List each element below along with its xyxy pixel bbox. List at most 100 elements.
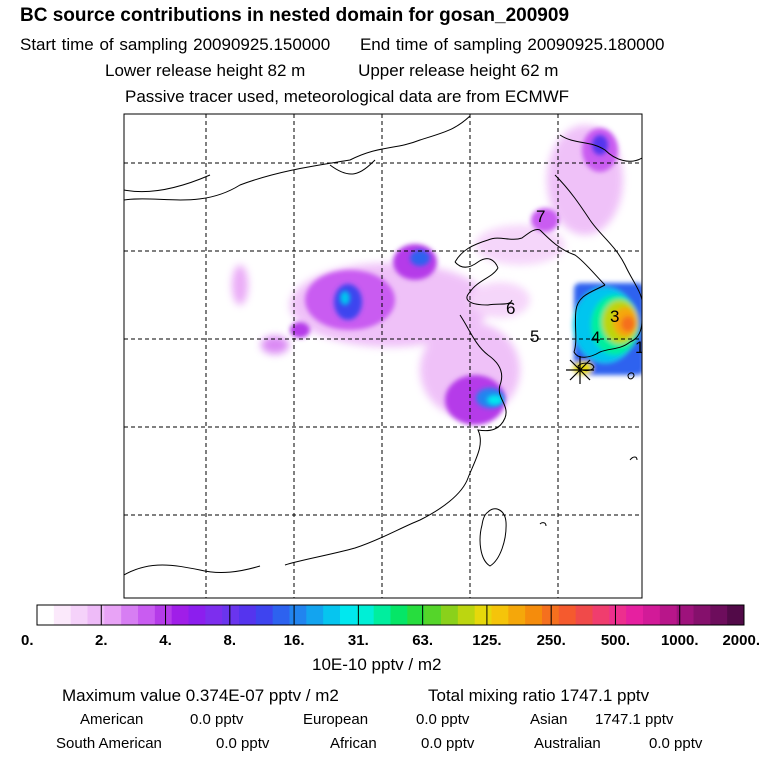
colorbar-cell [138,605,156,625]
american-label: American [80,711,144,728]
colorbar-cell [609,605,627,625]
map-label-3: 3 [610,307,619,326]
colorbar-tick-labels: 0. 2. 4. 8. 16. 31. 63. 125. 250. 500. 1000. 2000. [21,632,760,649]
colorbar-cell [87,605,105,625]
colorbar-cell [626,605,644,625]
colorbar-cell [272,605,290,625]
colorbar-tick-label: 1000. [661,632,699,649]
coastline-liaodong [539,229,606,286]
colorbar-cell [558,605,577,625]
colorbar-tick-label: 125. [472,632,501,649]
colorbar-cell [289,605,307,625]
south-american-value: 0.0 pptv [216,735,270,752]
south-american-label: South American [56,735,162,752]
colorbar-cell [525,605,543,625]
colorbar-cell [121,605,139,625]
colorbar-cell [323,605,341,625]
map-label-4: 4 [591,328,600,347]
colorbar-cell [457,605,476,625]
colorbar-cell [205,605,223,625]
colorbar: 0. 2. 4. 8. 16. 31. 63. 125. 250. 500. 1000. 2000. [21,604,760,649]
coastline-bohai [454,229,541,306]
american-value: 0.0 pptv [190,711,244,728]
colorbar-cell [676,605,694,625]
release-heights: Lower release height 82 m Upper release … [105,61,558,81]
african-value: 0.0 pptv [421,735,475,752]
colorbar-tick-label: 500. [601,632,630,649]
field-patch [475,225,565,265]
coastline-korea [573,219,642,358]
field-patch [290,322,310,338]
field-patch [445,375,505,425]
colorbar-cell [37,605,55,625]
european-label: European [303,711,369,728]
coastline-border-west [124,564,261,576]
colorbar-cell [575,605,593,625]
asian-value: 1747.1 pptv [595,711,674,728]
colorbar-tick-label: 4. [159,632,172,649]
colorbar-tick-label: 63. [412,632,433,649]
colorbar-cell [222,605,240,625]
colorbar-cell [171,605,189,625]
colorbar-cell [373,605,391,625]
map-label-1: 1 [635,338,644,357]
colorbar-cell [542,605,560,625]
field-patch [621,316,635,332]
colorbar-cell [104,605,122,625]
colorbar-cell [390,605,408,625]
colorbar-cell [188,605,206,625]
colorbar-unit-label: 10E-10 pptv / m2 [312,655,442,674]
coastline-east-china [284,314,507,566]
colorbar-cell [441,605,459,625]
colorbar-tick-label: 0. [21,632,34,649]
colorbar-cell [239,605,257,625]
total-mixing-ratio-label: Total mixing ratio 1747.1 pptv [428,686,650,705]
field-patch [531,208,559,232]
colorbar-cell [659,605,678,625]
receptor-marker [566,356,594,384]
australian-label: Australian [534,735,601,752]
map-label-6: 6 [506,299,515,318]
colorbar-cell [592,605,610,625]
colorbar-cell [643,605,661,625]
colorbar-cell [70,605,88,625]
field-patch [470,282,530,318]
colorbar-cell [407,605,425,625]
upper-release-label: Upper release height 62 m [358,61,559,80]
colorbar-tick-label: 8. [224,632,237,649]
colorbar-cell [491,605,509,625]
start-time-label: Start time of sampling 20090925.150000 [20,35,331,54]
colorbar-cells [37,605,745,625]
max-value-label: Maximum value 0.374E-07 pptv / m2 [62,686,339,705]
end-time-label: End time of sampling 20090925.180000 [359,35,665,54]
colorbar-cell [424,605,442,625]
field-patch [261,336,289,354]
coastline-ne-inland [554,134,642,221]
colorbar-cell [53,605,72,625]
map-plot: 7 6 5 4 3 1 [123,113,644,599]
map-frame [123,113,643,599]
chart-title: BC source contributions in nested domain… [20,5,570,26]
colorbar-cell [356,605,375,625]
tracer-note: Passive tracer used, meteorological data… [125,87,570,106]
colorbar-cell [710,605,728,625]
colorbar-tick-label: 31. [348,632,369,649]
field-patch [487,395,503,405]
colorbar-cell [508,605,526,625]
colorbar-tick-label: 250. [537,632,566,649]
colorbar-tick-label: 16. [284,632,305,649]
colorbar-cell [727,605,745,625]
lower-release-label: Lower release height 82 m [105,61,306,80]
asian-label: Asian [530,711,568,728]
colorbar-tick-label: 2000. [722,632,760,649]
field-patch [592,135,608,155]
map-label-5: 5 [530,327,539,346]
coastline-china-north [124,115,471,201]
coastline-taiwan [479,508,507,567]
field-patch [232,265,248,305]
colorbar-cell [474,605,492,625]
colorbar-tick-label: 2. [95,632,108,649]
sampling-times: Start time of sampling 20090925.150000 E… [20,35,665,55]
european-value: 0.0 pptv [416,711,470,728]
colorbar-cell [154,605,173,625]
